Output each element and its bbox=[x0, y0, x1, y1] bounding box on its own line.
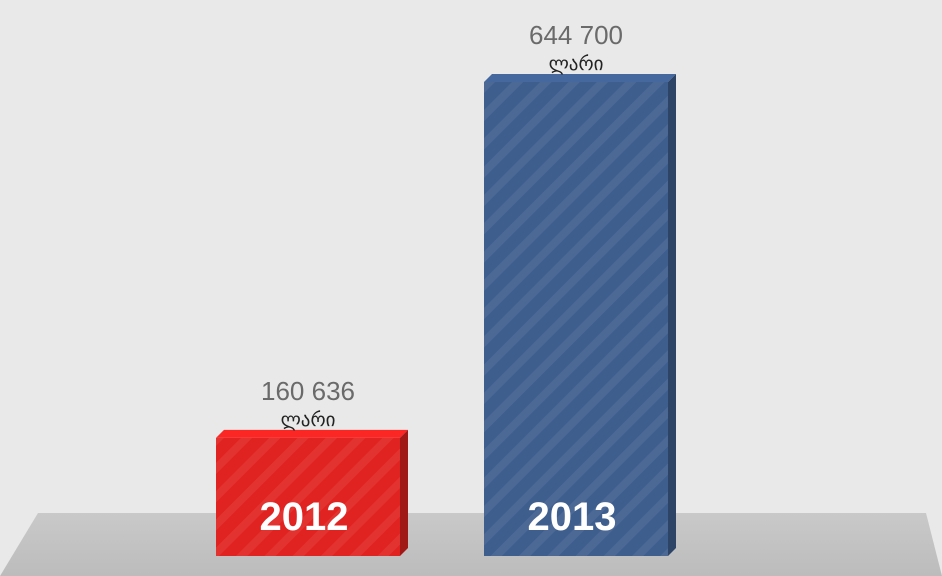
category-label: 2013 bbox=[528, 495, 617, 539]
bar-2012: 160 636 ლარი 2012 bbox=[216, 376, 408, 556]
chart-floor bbox=[0, 513, 942, 576]
value-label: 644 700 bbox=[529, 20, 623, 50]
bar-top-face bbox=[484, 74, 676, 82]
unit-label: ლარი bbox=[281, 409, 336, 431]
value-label: 160 636 bbox=[261, 376, 355, 406]
bars-layer: 160 636 ლარი 2012 644 700 ლარი 2013 bbox=[216, 20, 676, 556]
bar-2013: 644 700 ლარი 2013 bbox=[484, 20, 676, 556]
bar-stripes bbox=[216, 437, 400, 556]
bar-side-face bbox=[668, 74, 676, 556]
category-label: 2012 bbox=[260, 495, 349, 539]
bar-stripes bbox=[484, 82, 668, 556]
bar-side-face bbox=[400, 429, 408, 556]
bar-top-face bbox=[216, 429, 408, 438]
unit-label: ლარი bbox=[549, 53, 604, 75]
